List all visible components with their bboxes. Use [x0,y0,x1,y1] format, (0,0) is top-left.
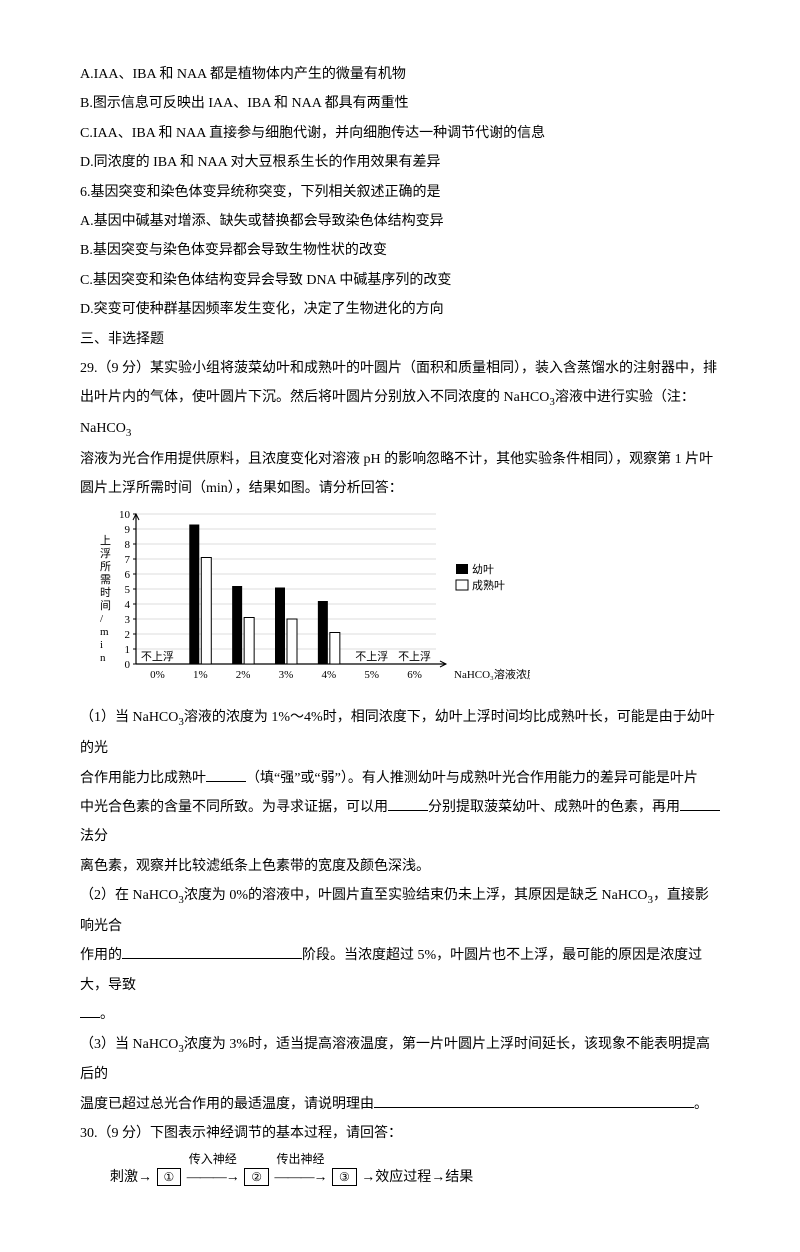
q29-stem-line4: 圆片上浮所需时间（min），结果如图。请分析回答： [80,474,720,503]
text: 。 [100,1007,114,1022]
flow-label-1: 传入神经 [187,1147,239,1172]
svg-text:幼叶: 幼叶 [472,563,494,576]
q29-p3-line2: 温度已超过总光合作用的最适温度，请说明理由 。 [80,1090,720,1119]
q29-stem2a: 出叶片内的气体，使叶圆片下沉。然后将叶圆片分别放入不同浓度的 NaHCO [80,390,549,405]
text: 浓度为 0%的溶液中，叶圆片直至实验结束仍未上浮，其原因是缺乏 NaHCO [184,888,648,903]
flow-arrow-1: 传入神经 ———→ [187,1149,239,1192]
q29-p1-line2: 合作用能力比成熟叶 （填“强”或“弱”）。有人推测幼叶与成熟叶光合作用能力的差异可… [80,764,720,793]
q29-p1-line1: （1）当 NaHCO3溶液的浓度为 1%～4%时，相同浓度下，幼叶上浮时间均比成… [80,703,720,763]
svg-text:不上浮: 不上浮 [398,650,431,663]
q5-option-a: A.IAA、IBA 和 NAA 都是植物体内产生的微量有机物 [80,60,720,89]
q6-stem: 6.基因突变和染色体变异统称突变，下列相关叙述正确的是 [80,178,720,207]
svg-text:n: n [100,652,106,664]
q6-option-a: A.基因中碱基对增添、缺失或替换都会导致染色体结构变异 [80,207,720,236]
q30-stem: 30.（9 分）下图表示神经调节的基本过程，请回答： [80,1119,720,1148]
flow-label-2: 传出神经 [275,1147,327,1172]
svg-text:浮: 浮 [100,547,111,560]
q29-p2-line1: （2）在 NaHCO3浓度为 0%的溶液中，叶圆片直至实验结束仍未上浮，其原因是… [80,881,720,941]
blank-input[interactable] [122,943,302,959]
svg-text:1%: 1% [193,669,208,681]
blank-input[interactable] [388,795,428,811]
blank-input[interactable] [206,765,246,781]
q29-stem-line3: 溶液为光合作用提供原料，且浓度变化对溶液 pH 的影响忽略不计，其他实验条件相同… [80,445,720,474]
flow-node-3: ③ [332,1168,357,1186]
q5-option-b: B.图示信息可反映出 IAA、IBA 和 NAA 都具有两重性 [80,89,720,118]
svg-text:5%: 5% [364,669,379,681]
svg-text:不上浮: 不上浮 [355,650,388,663]
sub-3: 3 [126,427,132,439]
svg-text:0%: 0% [150,669,165,681]
q6-option-b: B.基因突变与染色体变异都会导致生物性状的改变 [80,236,720,265]
svg-text:0: 0 [125,659,131,671]
svg-text:3%: 3% [279,669,294,681]
svg-text:2%: 2% [236,669,251,681]
q6-option-c: C.基因突变和染色体结构变异会导致 DNA 中碱基序列的改变 [80,266,720,295]
flow-node-1: ① [157,1168,182,1186]
q30-flow-diagram: 刺激→ ① 传入神经 ———→ ② 传出神经 ———→ ③ →效应过程→结果 [110,1149,720,1192]
flow-stim: 刺激 [110,1170,138,1185]
q29-p1-line3: 中光合色素的含量不同所致。为寻求证据，可以用 分别提取菠菜幼叶、成熟叶的色素，再用… [80,793,720,852]
svg-text:不上浮: 不上浮 [141,650,174,663]
svg-text:10: 10 [119,509,131,521]
text: （1）当 NaHCO [80,710,178,725]
q29-p1-line4: 离色素，观察并比较滤纸条上色素带的宽度及颜色深浅。 [80,852,720,881]
svg-text:4%: 4% [322,669,337,681]
svg-text:时: 时 [100,586,111,599]
svg-text:NaHCO₃溶液浓度: NaHCO₃溶液浓度 [454,667,530,681]
blank-input[interactable] [680,795,720,811]
text: （3）当 NaHCO [80,1037,178,1052]
svg-text:6: 6 [125,569,131,581]
q5-option-d: D.同浓度的 IBA 和 NAA 对大豆根系生长的作用效果有差异 [80,148,720,177]
svg-text:8: 8 [125,539,131,551]
svg-text:1: 1 [125,644,131,656]
svg-text:成熟叶: 成熟叶 [472,578,505,592]
section-3-heading: 三、非选择题 [80,325,720,354]
svg-text:m: m [100,626,109,638]
text: 温度已超过总光合作用的最适温度，请说明理由 [80,1097,374,1112]
text: 合作用能力比成熟叶 [80,771,206,786]
svg-text:/: / [100,613,104,625]
svg-text:7: 7 [125,554,131,566]
text: 法分 [80,829,108,844]
svg-text:6%: 6% [407,669,422,681]
q29-p2-line2: 作用的阶段。当浓度超过 5%，叶圆片也不上浮，最可能的原因是浓度过大，导致 [80,941,720,1000]
text: （填“强”或“弱”）。有人推测幼叶与成熟叶光合作用能力的差异可能是叶片 [246,771,698,786]
blank-input[interactable] [374,1091,694,1107]
text: 中光合色素的含量不同所致。为寻求证据，可以用 [80,800,388,815]
svg-text:9: 9 [125,524,131,536]
svg-text:需: 需 [100,573,111,586]
flow-node-2: ② [244,1168,269,1186]
text: （2）在 NaHCO [80,888,178,903]
q6-option-d: D.突变可使种群基因频率发生变化，决定了生物进化的方向 [80,295,720,324]
svg-text:3: 3 [125,614,131,626]
q5-option-c: C.IAA、IBA 和 NAA 直接参与细胞代谢，并向细胞传达一种调节代谢的信息 [80,119,720,148]
svg-text:间: 间 [100,599,111,612]
blank-input[interactable] [80,1002,100,1018]
q29-stem-line1: 29.（9 分）某实验小组将菠菜幼叶和成熟叶的叶圆片（面积和质量相同），装入含蒸… [80,354,720,383]
q29-chart: 0 1 2 3 4 5 6 7 8 9 10 上浮所需时间/min 0% 不上浮 1% 2% 3% 4% 5% 不上浮… [90,508,720,699]
q29-p3-line1: （3）当 NaHCO3浓度为 3%时，适当提高溶液温度，第一片叶圆片上浮时间延长… [80,1030,720,1090]
svg-text:4: 4 [125,599,131,611]
flow-eff: 效应过程 [375,1170,431,1185]
text: 作用的 [80,948,122,963]
svg-text:i: i [100,639,103,651]
text: 分别提取菠菜幼叶、成熟叶的色素，再用 [428,800,680,815]
q29-p2-line3: 。 [80,1000,720,1029]
svg-text:所: 所 [100,560,111,573]
flow-res: 结果 [445,1170,473,1185]
svg-text:2: 2 [125,629,131,641]
q29-stem-line2: 出叶片内的气体，使叶圆片下沉。然后将叶圆片分别放入不同浓度的 NaHCO3溶液中… [80,383,720,445]
text: 。 [694,1097,708,1112]
svg-text:5: 5 [125,584,131,596]
flow-arrow-2: 传出神经 ———→ [275,1149,327,1192]
svg-text:上: 上 [100,534,111,547]
